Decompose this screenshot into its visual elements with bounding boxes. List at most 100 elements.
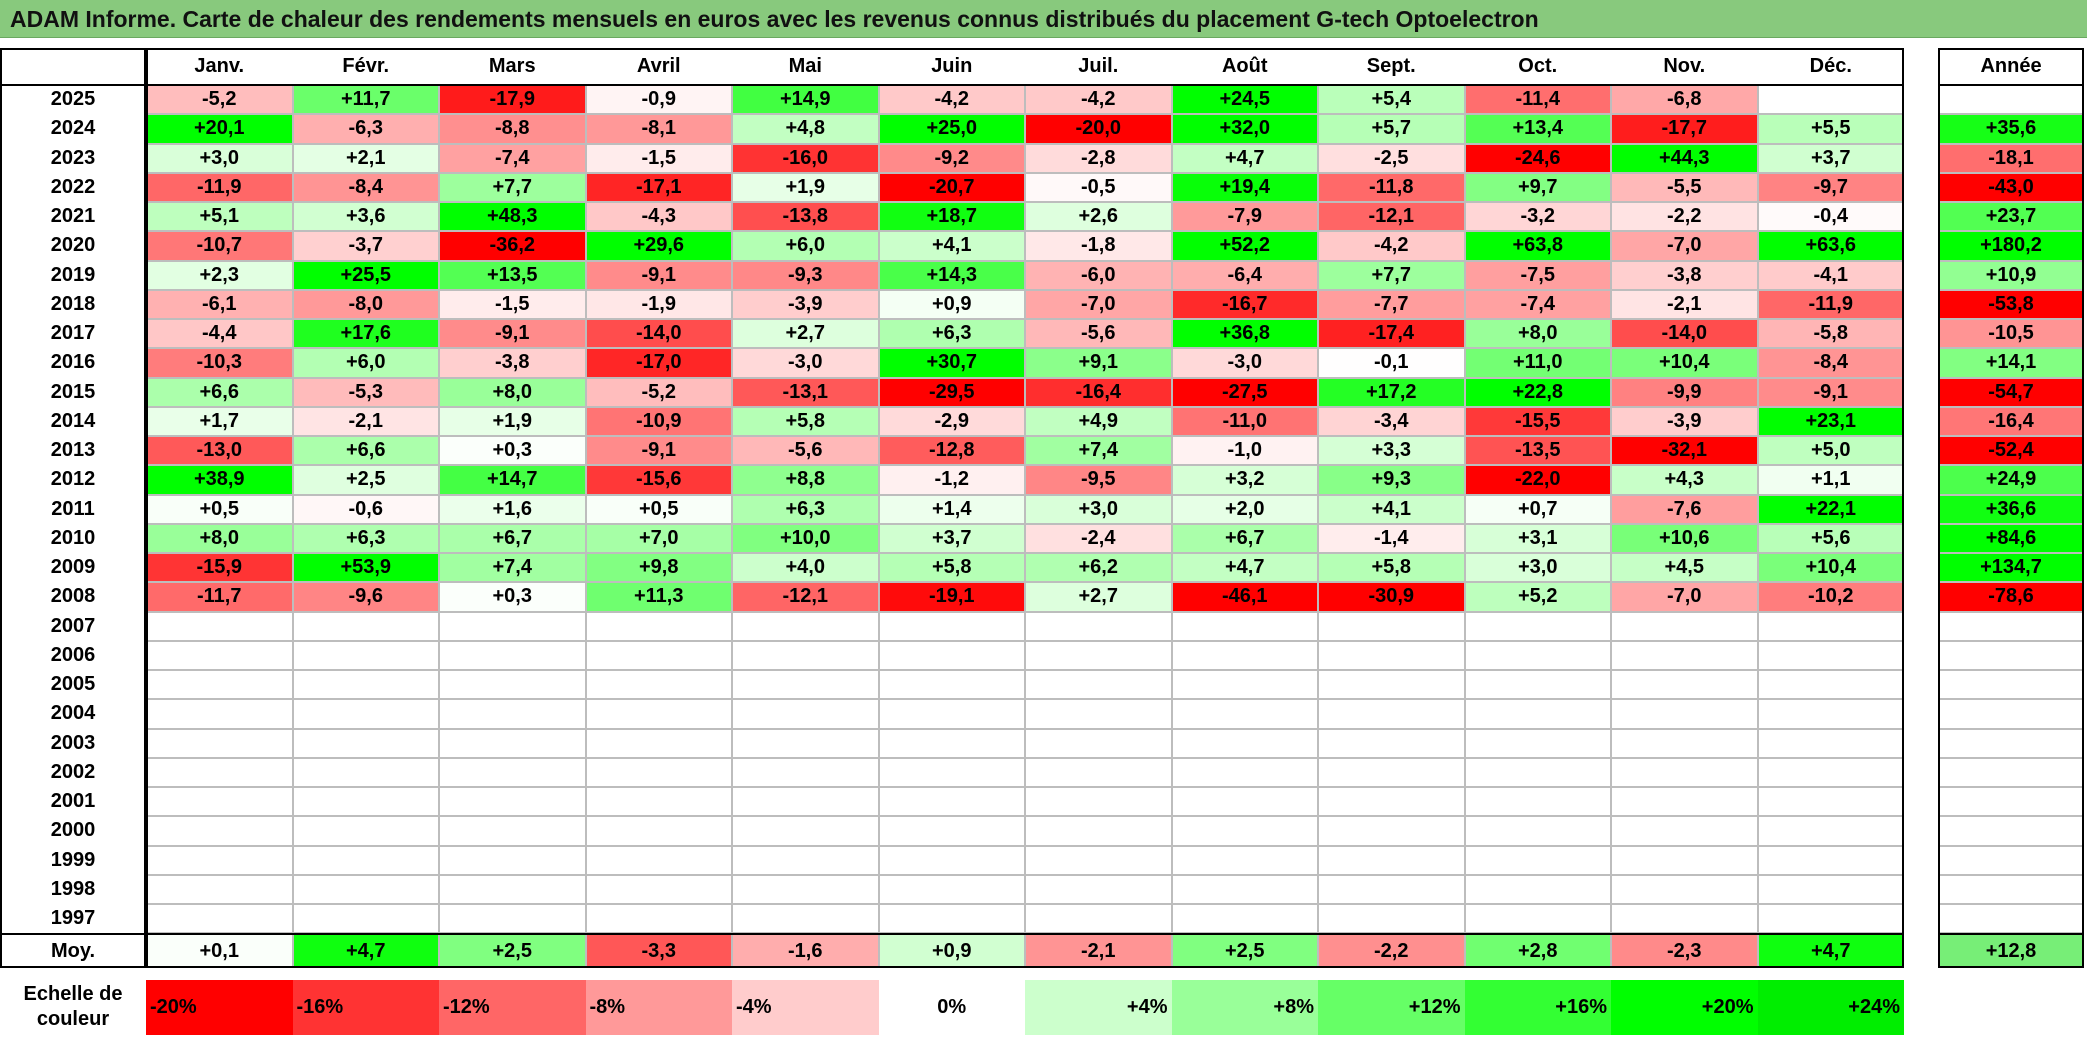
month-return-cell bbox=[1757, 699, 1904, 729]
month-return-cell bbox=[1171, 670, 1318, 700]
month-return-cell: -7,7 bbox=[1318, 289, 1465, 319]
month-return-cell: -4,2 bbox=[1318, 231, 1465, 261]
average-return-cell: +4,7 bbox=[1757, 934, 1904, 968]
month-return-cell: +5,2 bbox=[1464, 582, 1611, 612]
month-return-cell bbox=[1757, 904, 1904, 934]
month-return-cell: +4,5 bbox=[1611, 553, 1758, 583]
month-return-cell: +38,9 bbox=[146, 465, 293, 495]
annual-return-cell: +10,9 bbox=[1938, 260, 2084, 290]
month-return-cell: -2,1 bbox=[292, 406, 439, 436]
month-return-cell: +3,7 bbox=[878, 523, 1025, 553]
month-return-cell: -13,5 bbox=[1464, 436, 1611, 466]
annual-return-cell bbox=[1938, 845, 2084, 875]
month-return-cell: +4,8 bbox=[732, 114, 879, 144]
month-return-cell bbox=[1171, 640, 1318, 670]
month-return-cell: +9,3 bbox=[1318, 465, 1465, 495]
month-return-cell bbox=[1464, 640, 1611, 670]
month-return-cell: +63,6 bbox=[1757, 231, 1904, 261]
average-return-cell: +0,1 bbox=[146, 934, 293, 968]
color-scale-swatch: +16% bbox=[1464, 980, 1611, 1035]
month-header: Juil. bbox=[1078, 55, 1119, 77]
month-return-cell bbox=[878, 787, 1025, 817]
month-return-cell: +1,9 bbox=[732, 172, 879, 202]
month-return-cell bbox=[146, 874, 293, 904]
month-return-cell: +14,3 bbox=[878, 260, 1025, 290]
month-return-cell bbox=[1464, 699, 1611, 729]
month-return-cell: +2,3 bbox=[146, 260, 293, 290]
annual-return-cell bbox=[1938, 640, 2084, 670]
year-label: 2012 bbox=[50, 468, 96, 491]
color-scale-swatch: +24% bbox=[1757, 980, 1904, 1035]
average-label: Moy. bbox=[50, 939, 96, 962]
month-return-cell: +44,3 bbox=[1611, 143, 1758, 173]
month-return-cell: +3,6 bbox=[292, 202, 439, 232]
average-return-cell: -2,2 bbox=[1318, 934, 1465, 968]
month-return-cell: -7,4 bbox=[439, 143, 586, 173]
month-return-cell bbox=[1757, 640, 1904, 670]
annual-return-cell bbox=[1938, 787, 2084, 817]
month-return-cell: +13,5 bbox=[439, 260, 586, 290]
annual-return-cell: -53,8 bbox=[1938, 289, 2084, 319]
month-return-cell bbox=[1171, 699, 1318, 729]
average-annual-cell: +12,8 bbox=[1938, 934, 2084, 968]
month-return-cell: -0,6 bbox=[292, 494, 439, 524]
month-return-cell bbox=[1611, 728, 1758, 758]
annual-return-cell bbox=[1938, 728, 2084, 758]
month-return-cell bbox=[1171, 816, 1318, 846]
annual-return-cell: -54,7 bbox=[1938, 377, 2084, 407]
month-return-cell: -4,2 bbox=[1025, 85, 1172, 115]
month-header: Févr. bbox=[342, 55, 390, 77]
month-return-cell bbox=[292, 640, 439, 670]
month-return-cell: +10,6 bbox=[1611, 523, 1758, 553]
month-return-cell: -7,0 bbox=[1611, 582, 1758, 612]
month-return-cell bbox=[292, 670, 439, 700]
header-separator bbox=[0, 84, 1904, 86]
month-return-cell bbox=[878, 757, 1025, 787]
month-return-cell: -9,1 bbox=[1757, 377, 1904, 407]
month-return-cell: -2,5 bbox=[1318, 143, 1465, 173]
month-return-cell: +6,7 bbox=[1171, 523, 1318, 553]
month-return-cell bbox=[585, 611, 732, 641]
month-header: Juin bbox=[931, 55, 973, 77]
month-return-cell bbox=[1611, 611, 1758, 641]
month-return-cell bbox=[878, 816, 1025, 846]
month-return-cell: +5,8 bbox=[732, 406, 879, 436]
month-return-cell: +11,0 bbox=[1464, 348, 1611, 378]
annual-return-cell: +134,7 bbox=[1938, 553, 2084, 583]
month-return-cell: -17,0 bbox=[585, 348, 732, 378]
month-return-cell bbox=[439, 670, 586, 700]
month-return-cell: -5,6 bbox=[732, 436, 879, 466]
month-return-cell: +8,0 bbox=[439, 377, 586, 407]
month-return-cell: -11,9 bbox=[1757, 289, 1904, 319]
month-return-cell: +17,6 bbox=[292, 319, 439, 349]
average-separator bbox=[0, 933, 1904, 935]
year-label: 2000 bbox=[50, 819, 96, 842]
year-label: 2024 bbox=[50, 117, 96, 140]
month-return-cell bbox=[439, 728, 586, 758]
annual-return-cell: +24,9 bbox=[1938, 465, 2084, 495]
month-return-cell bbox=[1025, 787, 1172, 817]
month-return-cell: -8,4 bbox=[292, 172, 439, 202]
month-return-cell bbox=[292, 904, 439, 934]
month-return-cell: -16,7 bbox=[1171, 289, 1318, 319]
annual-return-cell bbox=[1938, 85, 2084, 115]
month-return-cell: +1,1 bbox=[1757, 465, 1904, 495]
month-return-cell bbox=[146, 640, 293, 670]
month-return-cell: +4,1 bbox=[1318, 494, 1465, 524]
annual-return-cell: -52,4 bbox=[1938, 436, 2084, 466]
month-return-cell: +5,8 bbox=[878, 553, 1025, 583]
month-return-cell: -15,5 bbox=[1464, 406, 1611, 436]
month-return-cell: +8,0 bbox=[146, 523, 293, 553]
color-scale-swatch: -4% bbox=[732, 980, 879, 1035]
month-return-cell: -9,2 bbox=[878, 143, 1025, 173]
month-return-cell: -14,0 bbox=[585, 319, 732, 349]
month-return-cell: -17,4 bbox=[1318, 319, 1465, 349]
month-return-cell: -0,4 bbox=[1757, 202, 1904, 232]
month-return-cell: -11,0 bbox=[1171, 406, 1318, 436]
month-return-cell bbox=[1318, 611, 1465, 641]
month-return-cell: +8,8 bbox=[732, 465, 879, 495]
month-return-cell bbox=[146, 845, 293, 875]
month-return-cell: -6,3 bbox=[292, 114, 439, 144]
month-return-cell bbox=[1318, 670, 1465, 700]
month-return-cell: +6,3 bbox=[878, 319, 1025, 349]
